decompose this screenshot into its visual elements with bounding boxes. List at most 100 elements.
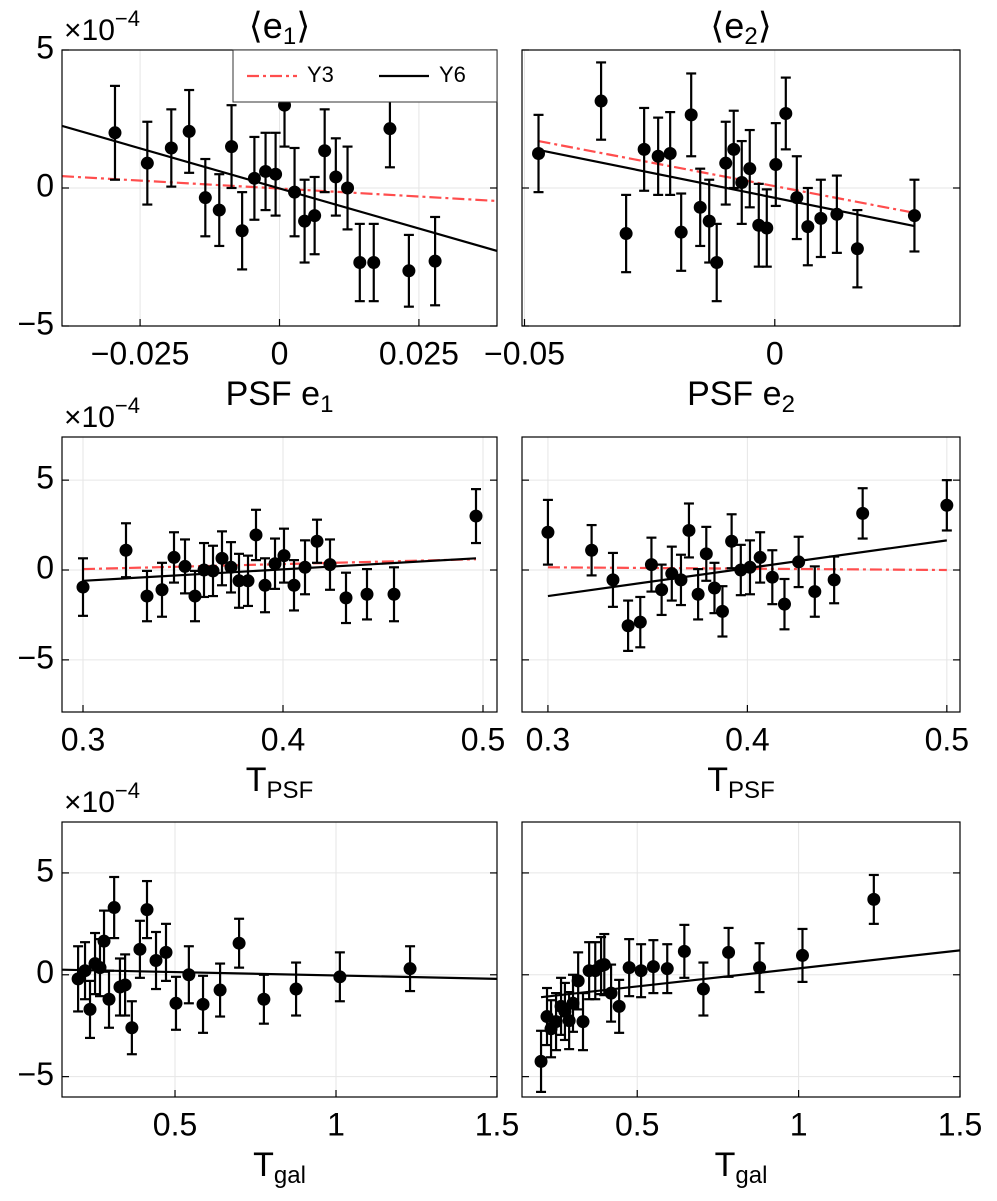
point <box>341 181 355 195</box>
point <box>663 147 677 160</box>
point <box>777 597 791 611</box>
point <box>155 583 169 597</box>
offset-base: ×10 <box>64 786 115 819</box>
point <box>691 587 705 601</box>
point <box>402 264 416 278</box>
point <box>178 559 192 573</box>
point <box>125 1021 139 1035</box>
point <box>118 978 132 992</box>
point <box>428 254 442 268</box>
point <box>287 578 301 592</box>
point <box>795 948 809 962</box>
point <box>339 591 353 605</box>
point <box>715 604 729 618</box>
point <box>566 996 580 1010</box>
point <box>140 156 154 170</box>
point <box>753 961 767 975</box>
point <box>808 585 822 599</box>
point <box>323 558 337 572</box>
x-label-text: T <box>253 1146 274 1184</box>
y-tick-label: 0 <box>36 954 54 990</box>
x-label-sub: 1 <box>320 391 333 418</box>
x-tick-label: 1.5 <box>475 1106 519 1142</box>
panel: −0.05 0⟨e2⟩PSF e2 <box>484 5 961 418</box>
point <box>140 589 154 603</box>
x-label-sub: PSF <box>728 777 775 804</box>
point <box>232 574 246 588</box>
axes-frame <box>521 821 961 1098</box>
point <box>318 144 332 158</box>
fit-lines <box>82 557 477 582</box>
point <box>353 256 367 270</box>
axes-frame <box>521 436 961 713</box>
x-tick-label: 0.5 <box>153 1106 197 1142</box>
x-tick-label: 0.5 <box>925 721 969 757</box>
point <box>646 960 660 974</box>
y-tick-label: 0 <box>36 549 54 585</box>
point <box>167 550 181 564</box>
point <box>571 974 585 988</box>
point <box>594 94 608 108</box>
point <box>188 589 202 603</box>
point <box>707 581 721 595</box>
point <box>735 175 749 189</box>
point <box>308 209 322 223</box>
point <box>710 256 724 270</box>
title-close: ⟩ <box>758 5 772 46</box>
point <box>699 547 713 561</box>
point <box>719 156 733 170</box>
point <box>268 557 282 571</box>
point <box>164 141 178 155</box>
point <box>606 573 620 587</box>
fit-line <box>82 558 477 571</box>
point <box>469 509 483 523</box>
point <box>329 170 343 184</box>
x-tick-label: 0.5 <box>615 1106 659 1142</box>
x-axis-label: TPSF <box>707 761 774 804</box>
point <box>644 558 658 572</box>
point <box>765 570 779 584</box>
x-label-text: T <box>715 1146 736 1184</box>
legend: Y3 Y6 <box>232 49 498 103</box>
offset-exponent: −4 <box>115 393 140 418</box>
point <box>403 962 417 976</box>
point <box>298 560 312 574</box>
point <box>224 560 238 574</box>
x-tick-label: 0.3 <box>61 721 105 757</box>
x-tick-label: 0.025 <box>379 335 459 371</box>
point <box>534 1054 548 1068</box>
x-tick-label: 0.4 <box>725 721 769 757</box>
x-label-sub: gal <box>735 1162 767 1189</box>
point <box>850 242 864 256</box>
x-axis-label: Tgal <box>253 1146 306 1189</box>
point <box>743 560 757 574</box>
point <box>225 140 239 154</box>
point <box>76 580 90 594</box>
x-tick-label: −0.025 <box>91 335 190 371</box>
point <box>257 992 271 1006</box>
title-close: ⟩ <box>296 5 310 46</box>
point <box>133 942 147 956</box>
point <box>182 124 196 138</box>
title-sub: 2 <box>744 23 757 50</box>
point <box>333 970 347 984</box>
panel-title: ⟨e2⟩ <box>710 5 771 51</box>
point <box>634 964 648 978</box>
x-tick-label: 1.5 <box>938 1106 982 1142</box>
point <box>722 945 736 959</box>
point <box>360 587 374 601</box>
point <box>743 162 757 176</box>
point <box>790 191 804 205</box>
x-axis-label: Tgal <box>715 1146 768 1189</box>
y-offset-text: ×10−4 <box>64 778 140 819</box>
offset-base: ×10 <box>64 14 115 47</box>
point <box>310 534 324 548</box>
point <box>674 225 688 239</box>
offset-exponent: −4 <box>115 778 140 803</box>
point <box>792 555 806 569</box>
axes-frame <box>521 49 961 327</box>
point <box>298 214 312 228</box>
point <box>760 221 774 235</box>
